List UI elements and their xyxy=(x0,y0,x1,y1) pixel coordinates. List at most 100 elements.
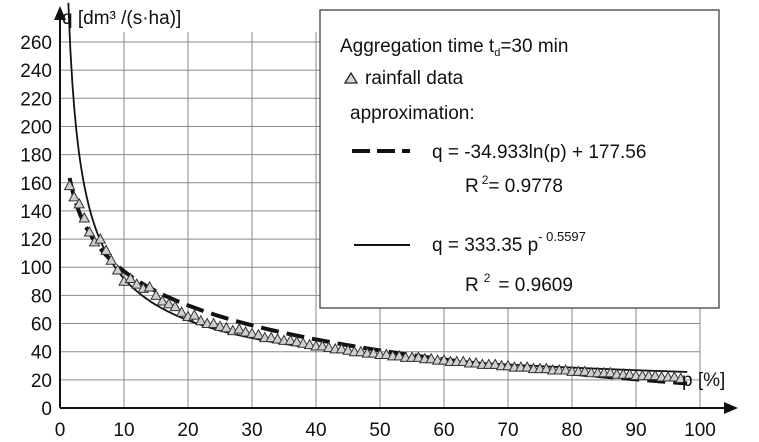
data-point xyxy=(457,355,470,367)
data-point xyxy=(393,349,406,361)
legend-box xyxy=(319,9,720,309)
y-tick-label: 40 xyxy=(31,343,52,364)
data-point xyxy=(207,317,220,329)
legend-log-r2-label: R xyxy=(465,176,479,197)
data-point xyxy=(73,197,86,209)
y-tick-label: 140 xyxy=(20,202,52,223)
y-tick-label: 0 xyxy=(41,399,52,420)
data-point xyxy=(63,179,76,191)
x-tick-label: 90 xyxy=(625,420,646,441)
data-point xyxy=(674,372,687,383)
data-point xyxy=(297,337,310,348)
y-tick-label: 240 xyxy=(20,61,52,82)
legend: Aggregation time td=30 min rainfall data… xyxy=(319,9,720,309)
legend-power-r2-value: = 0.9609 xyxy=(498,275,573,296)
x-tick-label: 30 xyxy=(241,420,262,441)
data-point xyxy=(83,226,96,237)
data-point xyxy=(559,363,572,375)
legend-log-r2-exp: 2 xyxy=(482,173,489,187)
data-point xyxy=(540,362,553,374)
legend-power-r2-label: R xyxy=(465,275,479,296)
data-point xyxy=(105,254,118,265)
data-point xyxy=(521,361,534,372)
x-tick-label: 100 xyxy=(684,420,716,441)
data-point xyxy=(425,352,438,364)
legend-title-rest: =30 min xyxy=(500,36,568,57)
axes xyxy=(54,6,738,414)
legend-title-main: Aggregation time t xyxy=(340,36,495,57)
y-tick-label: 80 xyxy=(31,286,52,307)
data-point xyxy=(68,190,80,202)
data-point xyxy=(367,347,380,358)
data-point xyxy=(290,335,303,347)
legend-title-sub: d xyxy=(494,47,500,59)
data-point xyxy=(335,342,348,354)
legend-approx-label: approximation: xyxy=(350,103,475,124)
data-point xyxy=(169,300,182,312)
data-point xyxy=(111,264,124,275)
data-point xyxy=(316,340,329,351)
data-point xyxy=(489,358,502,369)
data-point xyxy=(78,211,91,223)
data-point xyxy=(412,351,425,362)
y-tick-label: 60 xyxy=(31,315,52,336)
data-point xyxy=(246,327,258,338)
x-tick-label: 80 xyxy=(561,420,582,441)
legend-power-r2-exp: 2 xyxy=(484,271,491,285)
x-tick-label: 40 xyxy=(305,420,326,441)
data-point xyxy=(220,321,233,333)
data-point xyxy=(130,278,143,289)
data-point xyxy=(188,309,201,320)
legend-data-label: rainfall data xyxy=(365,68,464,89)
data-point xyxy=(194,314,207,326)
y-axis-label: q [dm³ /(s·ha)] xyxy=(62,8,181,29)
y-tick-label: 20 xyxy=(31,371,52,392)
y-axis-arrow xyxy=(54,6,66,20)
y-tick-label: 200 xyxy=(20,117,52,138)
data-point xyxy=(124,272,137,283)
data-point xyxy=(271,332,284,344)
y-tick-label: 220 xyxy=(20,89,52,110)
data-point xyxy=(150,289,162,300)
legend-triangle-marker xyxy=(343,71,359,84)
y-tick-label: 160 xyxy=(20,174,52,195)
data-point xyxy=(623,368,636,379)
legend-log-equation: q = -34.933ln(p) + 177.56 xyxy=(432,142,646,163)
data-markers xyxy=(63,179,687,383)
data-point xyxy=(604,366,617,378)
data-point xyxy=(156,294,169,306)
x-tick-label: 50 xyxy=(369,420,390,441)
data-point xyxy=(175,306,188,317)
data-point xyxy=(380,348,393,360)
data-point xyxy=(94,233,107,244)
data-point xyxy=(265,331,278,343)
data-point xyxy=(578,365,591,376)
data-point xyxy=(502,359,514,371)
y-tick-label: 100 xyxy=(20,258,52,279)
data-point xyxy=(143,280,156,292)
data-point xyxy=(342,344,354,355)
y-tick-label: 260 xyxy=(20,33,52,54)
legend-power-equation: q = 333.35 p- 0.5597 xyxy=(432,229,586,256)
x-tick-label: 60 xyxy=(433,420,454,441)
data-point xyxy=(438,354,450,365)
y-tick-label: 120 xyxy=(20,230,52,251)
data-point xyxy=(354,345,367,357)
data-point xyxy=(252,328,265,340)
data-point xyxy=(470,356,482,368)
data-point xyxy=(668,371,681,382)
x-tick-label: 70 xyxy=(497,420,518,441)
legend-power-r2: R 2 = 0.9609 xyxy=(465,271,573,296)
legend-title: Aggregation time td=30 min xyxy=(340,36,568,59)
legend-log-r2-value: = 0.9778 xyxy=(488,176,563,197)
data-point xyxy=(100,244,112,255)
legend-log-r2: R 2= 0.9778 xyxy=(465,173,563,197)
y-tick-label: 180 xyxy=(20,146,52,167)
x-axis-label: p [%] xyxy=(682,370,725,391)
x-tick-label: 20 xyxy=(177,420,198,441)
data-point xyxy=(239,325,252,337)
data-point xyxy=(214,320,226,331)
data-point xyxy=(649,369,662,381)
data-point xyxy=(233,323,246,334)
